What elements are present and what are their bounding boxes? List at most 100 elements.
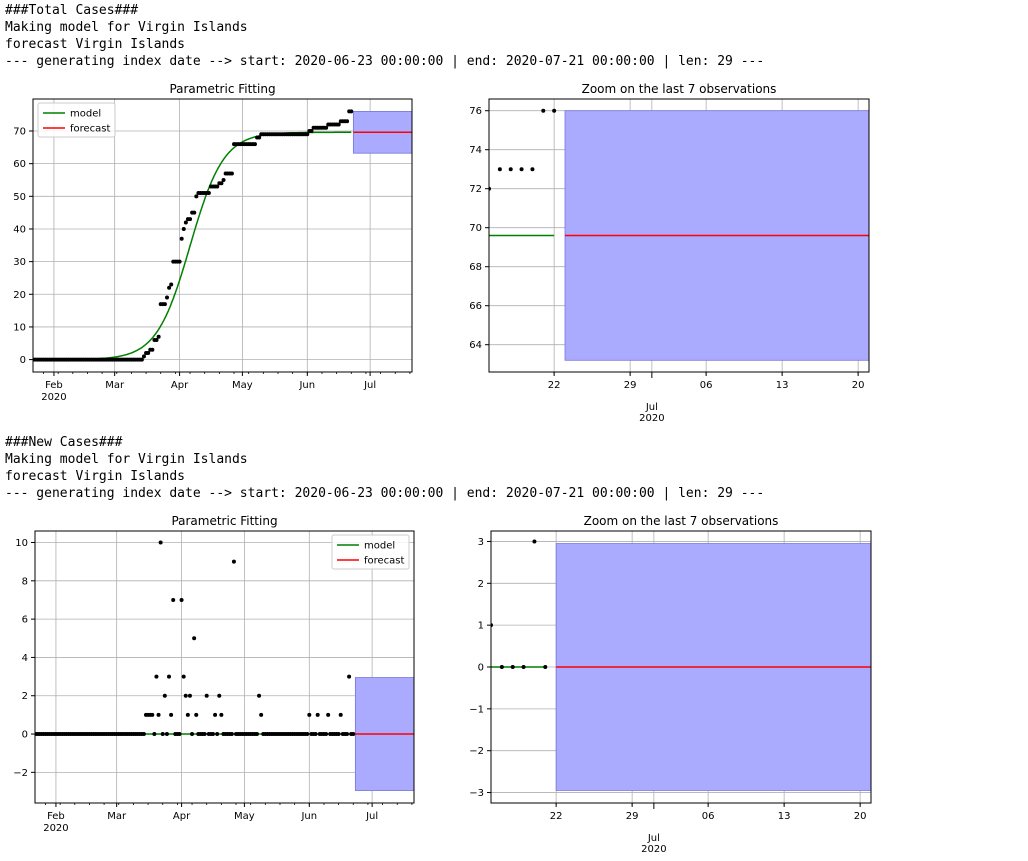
data-point	[521, 665, 526, 669]
data-point	[154, 337, 159, 342]
log-line: Making model for Virgin Islands	[5, 452, 248, 467]
log-line: --- generating index date --> start: 202…	[5, 486, 765, 501]
y-tick-label: 10	[13, 322, 26, 333]
data-point	[164, 732, 169, 737]
legend-label-forecast: forecast	[70, 124, 111, 135]
data-point	[141, 354, 146, 359]
y-tick-label: 1	[478, 621, 484, 632]
legend-label-model: model	[70, 109, 101, 120]
data-point	[177, 259, 182, 264]
log-new-cases: ###New Cases### Making model for Virgin I…	[5, 434, 764, 502]
x-tick-label: Jun	[300, 811, 317, 822]
x-tick-label: 20	[852, 380, 865, 391]
data-point	[307, 712, 312, 717]
y-tick-label: 4	[22, 653, 28, 664]
x-tick-label: May	[232, 380, 253, 391]
data-point	[259, 712, 264, 717]
plot-frame	[34, 530, 415, 804]
x-tick-label: Feb	[45, 380, 63, 391]
data-point	[181, 226, 186, 231]
log-line: ###New Cases###	[5, 435, 123, 450]
data-point	[519, 167, 524, 172]
y-tick-label: 0	[22, 730, 28, 741]
data-point	[252, 142, 257, 147]
data-point	[204, 693, 209, 698]
data-point	[229, 171, 234, 176]
data-point	[254, 732, 259, 737]
y-tick-label: 2	[478, 579, 484, 590]
data-point	[194, 712, 199, 717]
x-tick-label: 13	[778, 811, 791, 822]
y-tick-label: 60	[13, 159, 26, 170]
data-point	[183, 693, 188, 698]
data-point	[150, 347, 155, 352]
plot-area	[33, 99, 412, 372]
data-point	[532, 539, 537, 544]
data-point	[179, 597, 184, 602]
data-point	[324, 732, 329, 737]
log-total-cases: ###Total Cases### Making model for Virgin…	[5, 2, 764, 70]
data-point	[158, 540, 163, 545]
x-tick-label: Feb	[47, 811, 65, 822]
y-tick-label: 10	[15, 538, 28, 549]
data-point	[541, 108, 546, 113]
data-point	[185, 712, 190, 717]
y-tick-label: 3	[478, 537, 484, 548]
data-point	[257, 135, 262, 140]
y-tick-label: 64	[469, 340, 482, 351]
data-point	[508, 167, 513, 172]
x-tick-label: 29	[624, 380, 637, 391]
data-point	[171, 597, 176, 602]
data-point	[215, 732, 220, 737]
y-tick-label: 40	[13, 224, 26, 235]
data-point	[345, 119, 350, 124]
data-point	[169, 712, 174, 717]
data-point	[326, 712, 331, 717]
data-point	[351, 732, 356, 737]
data-point	[305, 732, 310, 737]
y-tick-label: 76	[469, 106, 482, 117]
log-line: forecast Virgin Islands	[5, 469, 186, 484]
legend: model forecast	[37, 102, 116, 138]
data-point	[206, 191, 211, 196]
data-point	[156, 334, 161, 339]
data-point	[154, 674, 159, 679]
y-tick-label: −3	[469, 788, 484, 799]
log-line: forecast Virgin Islands	[5, 37, 186, 52]
y-tick-label: 0	[20, 355, 26, 366]
data-point	[221, 177, 226, 182]
data-point	[344, 732, 349, 737]
plot-area	[35, 531, 414, 803]
data-point	[183, 220, 188, 225]
data-point	[338, 712, 343, 717]
data-point	[139, 357, 144, 362]
data-point	[202, 732, 207, 737]
data-point	[160, 732, 165, 737]
data-point	[192, 636, 197, 641]
x-tick-sublabel: 2020	[641, 844, 666, 855]
data-point	[510, 665, 515, 669]
chart-title: Parametric Fitting	[171, 514, 277, 528]
y-tick-label: 50	[13, 192, 26, 203]
data-point	[530, 167, 535, 172]
chart-title: Zoom on the last 7 observations	[584, 514, 779, 528]
data-point	[309, 129, 314, 134]
data-point	[552, 108, 557, 113]
log-line: Making model for Virgin Islands	[5, 20, 248, 35]
data-point	[141, 732, 146, 737]
data-point	[167, 285, 172, 290]
y-tick-label: 68	[469, 262, 482, 273]
data-point	[152, 732, 157, 737]
data-point	[215, 184, 220, 189]
data-point	[543, 665, 548, 669]
data-point	[177, 732, 182, 737]
y-tick-label: 8	[22, 576, 28, 587]
y-tick-label: 2	[22, 691, 28, 702]
data-point	[165, 295, 170, 300]
x-tick-label: May	[234, 811, 255, 822]
data-point	[181, 674, 186, 679]
data-point	[229, 732, 234, 737]
data-point	[313, 732, 318, 737]
